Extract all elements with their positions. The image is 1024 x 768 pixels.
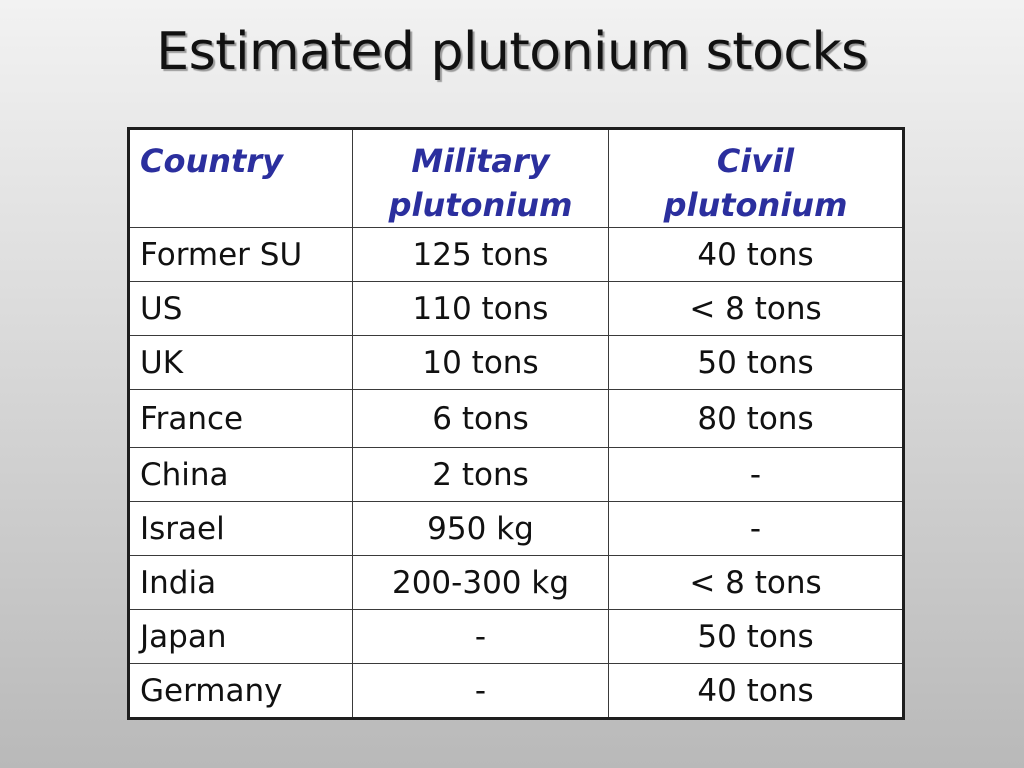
cell-military: 125 tons — [352, 227, 609, 282]
cell-military: 200-300 kg — [352, 555, 609, 610]
cell-country: Germany — [128, 663, 353, 719]
table-row: Germany - 40 tons — [128, 663, 904, 719]
cell-country: Israel — [128, 501, 353, 556]
table-header-row: Country Military plutonium Civil plutoni… — [128, 128, 904, 228]
header-civil-line1: Civil — [716, 142, 795, 180]
table-row: India 200-300 kg < 8 tons — [128, 555, 904, 610]
cell-civil: 50 tons — [608, 609, 904, 664]
cell-country: US — [128, 281, 353, 336]
cell-civil: 80 tons — [608, 389, 904, 448]
table-row: UK 10 tons 50 tons — [128, 335, 904, 390]
cell-civil: < 8 tons — [608, 555, 904, 610]
cell-civil: 40 tons — [608, 663, 904, 719]
slide-title: Estimated plutonium stocks — [156, 22, 868, 82]
table-row: France 6 tons 80 tons — [128, 389, 904, 448]
cell-country: India — [128, 555, 353, 610]
cell-civil: < 8 tons — [608, 281, 904, 336]
header-military-line1: Military — [411, 142, 550, 180]
cell-civil: 40 tons — [608, 227, 904, 282]
cell-civil: - — [608, 447, 904, 502]
cell-country: China — [128, 447, 353, 502]
cell-country: UK — [128, 335, 353, 390]
cell-country: Japan — [128, 609, 353, 664]
header-country-label: Country — [140, 142, 283, 180]
cell-military: - — [352, 609, 609, 664]
cell-military: 2 tons — [352, 447, 609, 502]
table-row: US 110 tons < 8 tons — [128, 281, 904, 336]
header-military-plutonium: Military plutonium — [352, 128, 609, 228]
header-country: Country — [128, 128, 353, 228]
header-military-line2: plutonium — [388, 186, 573, 224]
cell-civil: - — [608, 501, 904, 556]
cell-military: 950 kg — [352, 501, 609, 556]
cell-civil: 50 tons — [608, 335, 904, 390]
cell-military: - — [352, 663, 609, 719]
cell-country: Former SU — [128, 227, 353, 282]
table-row: Japan - 50 tons — [128, 609, 904, 664]
cell-military: 10 tons — [352, 335, 609, 390]
header-civil-line2: plutonium — [663, 186, 848, 224]
table-row: Israel 950 kg - — [128, 501, 904, 556]
header-civil-plutonium: Civil plutonium — [608, 128, 904, 228]
cell-military: 110 tons — [352, 281, 609, 336]
plutonium-stocks-table: Country Military plutonium Civil plutoni… — [127, 127, 905, 720]
table-row: Former SU 125 tons 40 tons — [128, 227, 904, 282]
cell-military: 6 tons — [352, 389, 609, 448]
table-row: China 2 tons - — [128, 447, 904, 502]
cell-country: France — [128, 389, 353, 448]
